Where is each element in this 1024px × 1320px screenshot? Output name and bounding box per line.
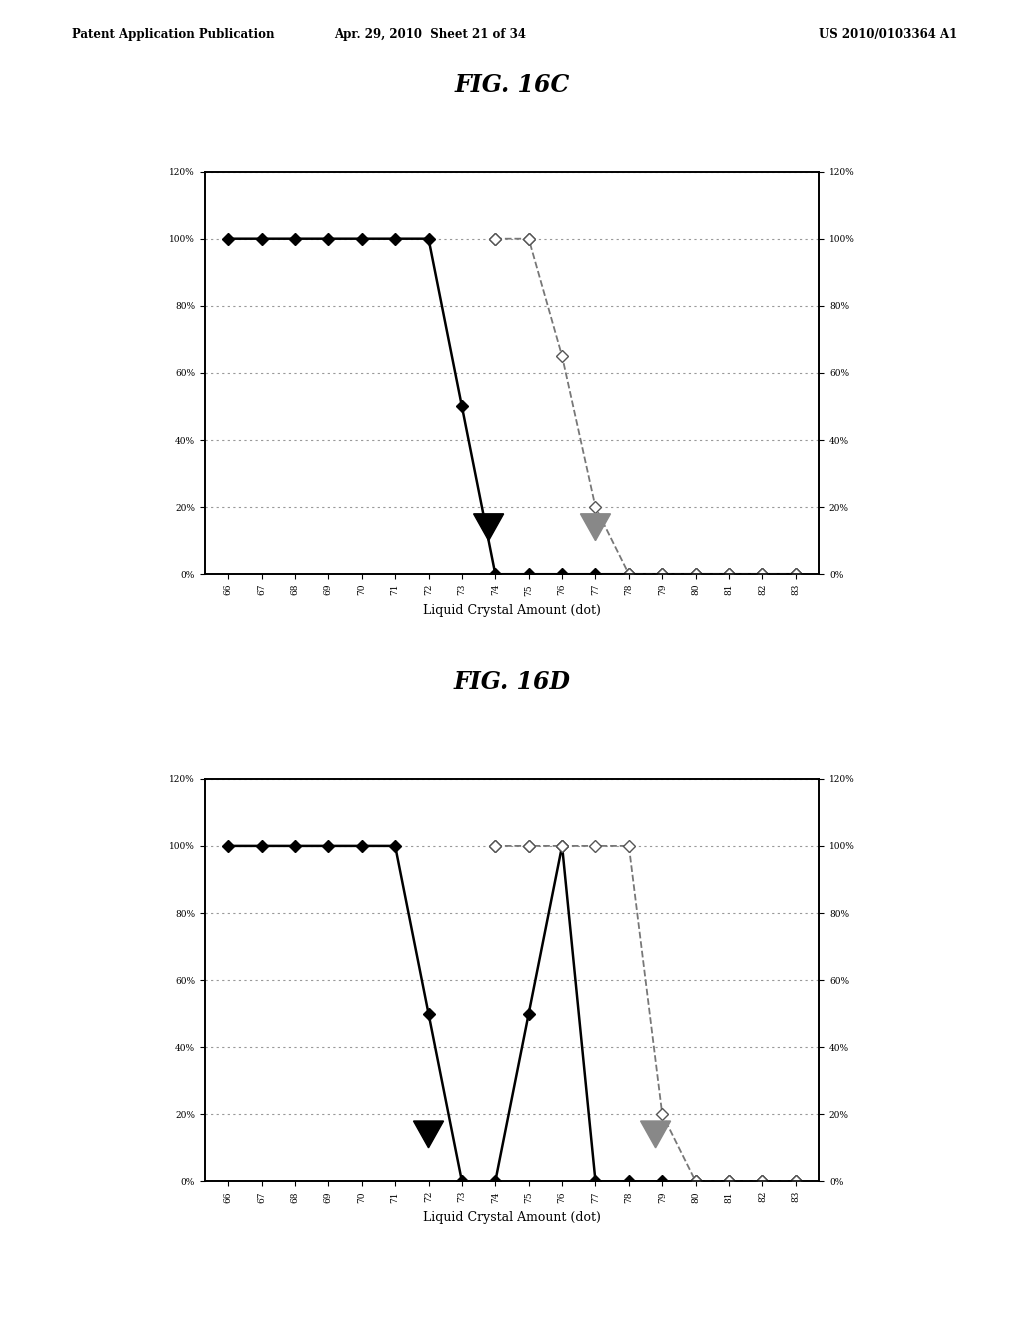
Text: FIG. 16D: FIG. 16D: [454, 671, 570, 694]
X-axis label: Liquid Crystal Amount (dot): Liquid Crystal Amount (dot): [423, 1210, 601, 1224]
Polygon shape: [414, 1121, 443, 1148]
Text: US 2010/0103364 A1: US 2010/0103364 A1: [819, 28, 957, 41]
Text: Apr. 29, 2010  Sheet 21 of 34: Apr. 29, 2010 Sheet 21 of 34: [334, 28, 526, 41]
Text: FIG. 16C: FIG. 16C: [455, 74, 569, 98]
Text: Patent Application Publication: Patent Application Publication: [72, 28, 274, 41]
Polygon shape: [473, 513, 504, 541]
Polygon shape: [581, 513, 610, 541]
Polygon shape: [641, 1121, 671, 1148]
X-axis label: Liquid Crystal Amount (dot): Liquid Crystal Amount (dot): [423, 603, 601, 616]
